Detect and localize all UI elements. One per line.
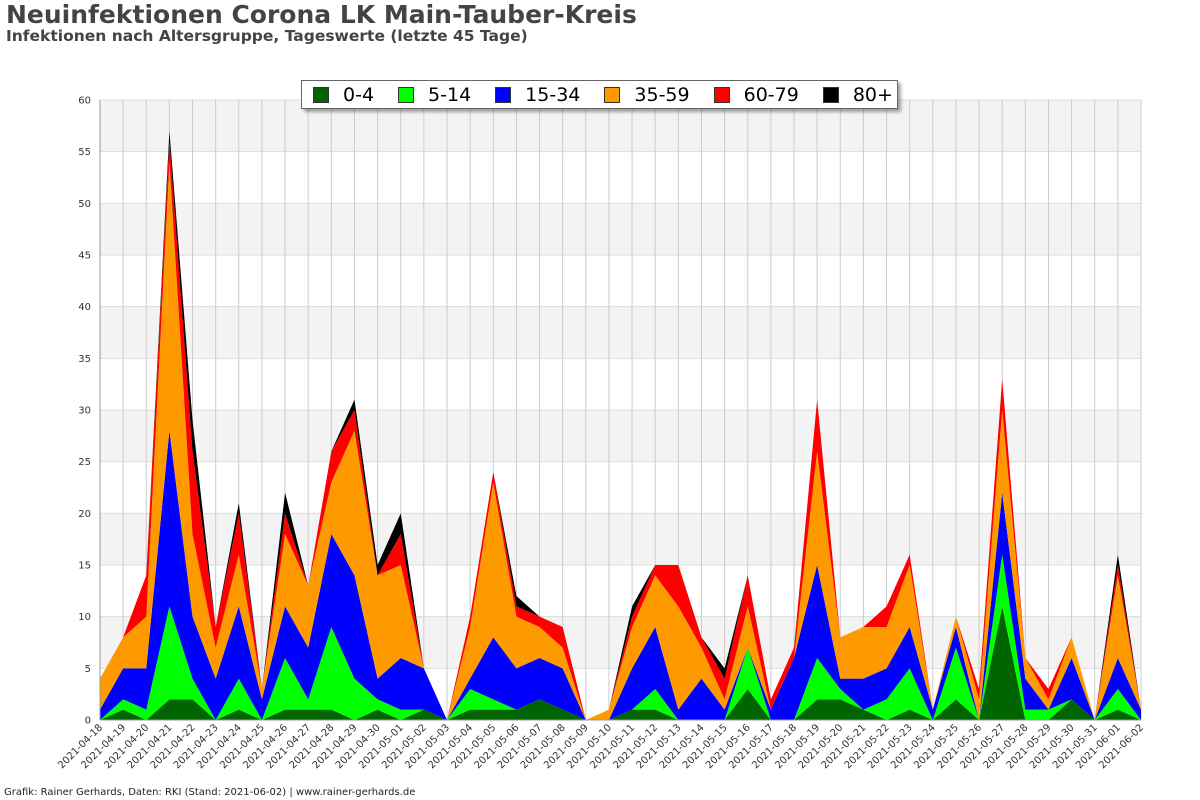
y-tick-label: 30 (78, 406, 91, 417)
series-area-35-59 (100, 162, 1141, 720)
y-tick-label: 45 (78, 251, 91, 262)
legend-swatch (398, 86, 415, 103)
background-band (100, 255, 1141, 307)
legend-label: 60-79 (743, 83, 799, 106)
legend-item: 35-59 (604, 83, 690, 106)
legend-swatch (604, 86, 621, 103)
legend-item: 15-34 (495, 84, 580, 106)
y-tick-label: 10 (78, 612, 91, 623)
y-tick-label: 0 (85, 716, 91, 727)
legend-label: 0-4 (343, 83, 375, 106)
legend-label: 35-59 (634, 83, 690, 106)
background-band (100, 203, 1141, 255)
legend-label: 5-14 (428, 83, 472, 106)
axes (99, 100, 1141, 721)
y-tick-label: 5 (85, 664, 91, 675)
y-tick-label: 40 (78, 302, 91, 313)
series-areas (100, 131, 1141, 720)
background-band (100, 358, 1141, 410)
legend-item: 0-4 (313, 84, 374, 106)
legend-swatch (495, 86, 512, 103)
legend-label: 15-34 (525, 83, 581, 106)
legend-swatch (822, 86, 839, 103)
chart-title: Neuinfektionen Corona LK Main-Tauber-Kre… (6, 0, 637, 29)
y-tick-label: 25 (78, 457, 91, 468)
y-tick-label: 35 (78, 354, 91, 365)
series-area-5-14 (100, 554, 1141, 720)
legend-label: 80+ (852, 83, 893, 106)
y-tick-label: 55 (78, 147, 91, 158)
legend-item: 5-14 (398, 84, 471, 106)
legend-swatch (313, 86, 329, 103)
legend: 0-4 5-14 15-34 35-59 60-79 80+ (301, 80, 898, 109)
background-band (100, 513, 1141, 565)
background-band (100, 461, 1141, 514)
y-tick-label: 15 (78, 561, 91, 572)
x-tick-labels: 2021-04-182021-04-192021-04-202021-04-21… (56, 722, 1146, 771)
legend-item: 60-79 (713, 83, 799, 106)
y-tick-label: 20 (78, 509, 91, 520)
legend-item: 80+ (822, 83, 893, 106)
background-band (100, 565, 1141, 617)
chart-subtitle: Infektionen nach Altersgruppe, Tageswert… (6, 27, 528, 45)
background-band (100, 410, 1141, 462)
footer-credit: Grafik: Rainer Gerhards, Daten: RKI (Sta… (4, 787, 416, 798)
background-band (100, 151, 1141, 204)
y-tick-label: 50 (78, 199, 91, 210)
y-tick-label: 60 (78, 96, 91, 107)
series-area-15-34 (100, 430, 1141, 720)
background-band (100, 306, 1141, 359)
legend-swatch (713, 86, 730, 103)
y-tick-labels: 0 5 10 15 20 25 30 35 40 45 50 55 60 (78, 96, 91, 727)
